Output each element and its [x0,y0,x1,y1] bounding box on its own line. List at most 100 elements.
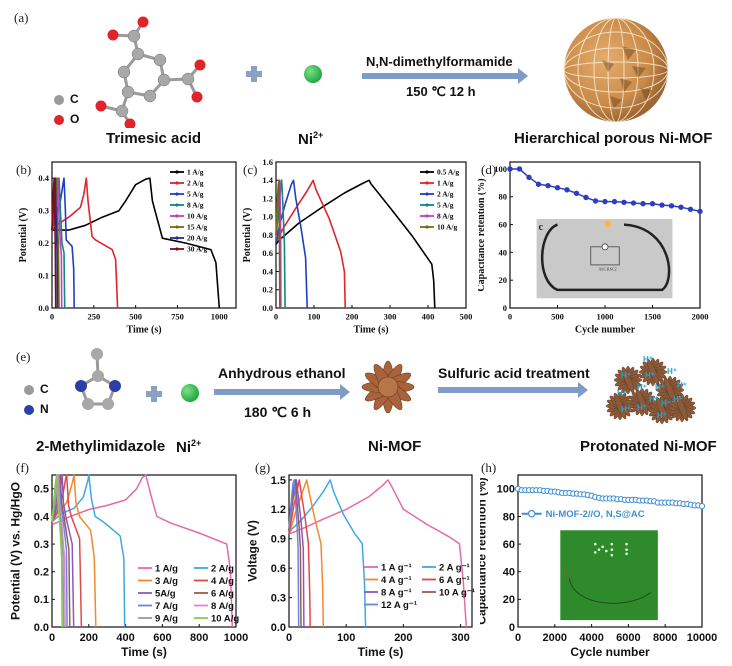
y-axis-label: Potential (V) [242,208,253,263]
data-point [507,166,513,172]
inset-led-dot [625,542,628,546]
legend-marker [175,214,179,218]
legend-label: 2 A/g [187,179,204,188]
legend-label: 8 A/g [437,212,454,221]
legend: 1 A/g 2 A/g 5 A/g 8 A/g 10 A/g 15 A/g 20 A/g 30… [170,168,207,254]
inset-wire [569,578,651,604]
y-tick-label: 0.2 [34,567,49,579]
ni-label-base-e: Ni [176,439,191,456]
series-line-6-a-g- [288,479,311,628]
proton-label: H⁺ [649,395,659,404]
data-point [526,174,532,180]
proton-label: H⁺ [673,395,683,404]
treatment-label: Sulfuric acid treatment [438,365,590,381]
legend-marker [425,192,429,196]
intermediate-ni-mof-label: Ni-MOF [368,438,422,455]
x-tick-label: 200 [80,632,98,644]
series-line-0-5-a-g [275,179,436,309]
y-tick-label: 0.4 [262,266,273,276]
y-axis-label: Potential (V) vs. Hg/HgO [8,482,22,620]
data-point [516,166,523,172]
legend-label: 10 A g⁻¹ [439,587,475,598]
proton-label: H⁺ [621,371,631,380]
proton-label: H⁺ [667,367,677,376]
proton-label: H⁺ [637,403,647,412]
series-line-30-a-g [51,177,57,309]
reaction-arrow-e2 [438,387,580,393]
series-line-4-a-g- [288,479,325,628]
x-tick-label: 500 [129,312,142,322]
data-point [611,198,618,205]
chart-b-gcd-ni-mof: 0 250 500 750 1000 0.0 0.1 0.2 0.3 0.4 Time (s) Pot… [18,161,237,336]
legend-marker [425,181,429,185]
y-tick-label: 1.4 [262,175,273,185]
x-tick-label: 600 [153,632,171,644]
proton-label: H⁺ [621,405,631,414]
inset-wire [540,223,671,292]
mof-particle [613,365,643,395]
y-tick-label: 1.2 [271,504,286,516]
data-point [602,198,608,205]
inset-led-dot [610,548,614,551]
x-axis-label: Time (s) [358,645,404,659]
series-line-10-a-g [51,474,63,628]
reactant-trimesic-acid-label: Trimesic acid [106,130,202,147]
legend-label: 20 A/g [187,234,207,243]
series-line-2-a-g [51,474,126,628]
data-point [621,199,627,206]
y-axis-label: Potential (V) [18,208,29,263]
data-point [668,203,675,209]
series-line-1-a-g [51,474,234,628]
x-tick-label: 2000 [692,312,709,322]
series-line-5-a-g [275,179,286,309]
trimesic-acid-molecule [95,16,206,128]
data-point [687,206,694,212]
y-tick-label: 60 [499,220,508,230]
legend-label: 12 A g⁻¹ [381,600,417,611]
legend-label: 0.5 A/g [437,168,459,177]
x-tick-label: 0 [286,632,292,644]
y-tick-label: 100 [497,484,515,496]
y-tick-label: 0.3 [38,206,49,216]
data-point [697,208,703,215]
proton-label: H⁺ [661,399,671,408]
proton-label: H⁺ [655,383,665,392]
y-tick-label: 0.6 [262,248,273,258]
y-tick-label: 0.0 [38,303,49,313]
y-tick-label: 1.2 [262,193,273,203]
y-tick-label: 0.0 [34,622,49,634]
legend-label: 4 A/g [211,576,234,587]
legend-label-carbon-e: C [40,382,49,396]
hierarchical-ni-mof-sphere [564,18,668,122]
x-tick-label: 300 [384,312,397,322]
legend-label: 1 A/g [437,179,454,188]
x-axis-label: Time (s) [126,325,161,336]
x-tick-label: 6000 [616,632,640,644]
inset-led-dot [625,552,628,556]
y-tick-label: 0.1 [34,594,49,606]
legend-label: Ni-MOF-2//O, N,S@AC [546,509,645,520]
ni-mof-flower-particle [361,360,415,414]
arrow-head-e2 [578,382,588,398]
x-tick-label: 0 [515,632,521,644]
x-tick-label: 0 [274,312,278,322]
series-line-2-a-g [275,179,308,309]
product-protonated-ni-mof-label: Protonated Ni-MOF [580,438,717,455]
panel-label-d: (d) [481,162,497,177]
legend-marker [175,192,179,196]
protonated-ni-mof-cluster: H⁺H⁺ H⁺ H⁺H⁺H⁺H⁺ H⁺H⁺H⁺ H⁺H⁺ H⁺H⁺ [605,355,697,425]
legend-label: 6 A g⁻¹ [439,575,470,586]
ni-ion-icon [181,384,199,402]
data-point [573,190,580,196]
legend-label: 9 A/g [155,613,178,624]
carbon-atom-icon [54,95,64,105]
plot-frame [51,161,237,309]
x-tick-label: 800 [190,632,208,644]
inset-led-dot [593,542,597,546]
inset-green-led-photo [560,530,658,621]
data-point [640,201,646,207]
x-axis-label: Cycle number [575,325,636,336]
series-line-2-a-g [51,177,119,309]
series-line-12-a-g- [288,479,300,628]
series-line-1-a-g [275,179,346,309]
